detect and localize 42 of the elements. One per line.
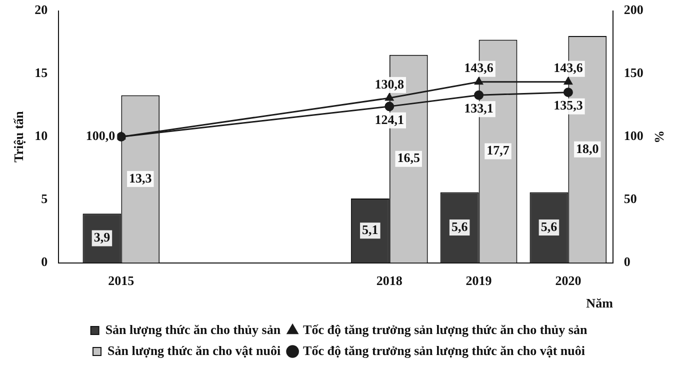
point	[384, 102, 394, 112]
y2-axis-title: %	[652, 130, 667, 144]
data-label: 143,6	[464, 60, 494, 76]
data-label: 17,7	[486, 142, 510, 158]
y-tick-label: 20	[34, 2, 48, 18]
data-label: 124,1	[374, 112, 404, 127]
y2-tick-label: 200	[624, 2, 644, 18]
data-label: 5,6	[451, 218, 468, 234]
y2-tick-label: 150	[624, 65, 644, 80]
data-label: 143,6	[554, 60, 584, 76]
data-label: 13,3	[129, 170, 152, 186]
y-axis-title: Triệu tấn	[11, 110, 26, 163]
data-label: 100,0	[86, 128, 116, 144]
x-axis-title: Năm	[586, 296, 614, 311]
x-tick-label: 2020	[555, 272, 582, 288]
data-label: 130,8	[374, 76, 405, 92]
data-label: 135,3	[554, 98, 584, 113]
legend-label: Sản lượng thức ăn cho vật nuôi	[107, 342, 281, 358]
y2-tick-label: 50	[624, 191, 637, 206]
y2-tick-label: 0	[624, 254, 630, 270]
x-tick-label: 2018	[376, 272, 403, 288]
data-label: 16,5	[397, 150, 420, 166]
point	[385, 93, 394, 101]
x-tick-label: 2019	[466, 272, 492, 288]
y-tick-label: 5	[41, 191, 48, 206]
legend-label: Tốc độ tăng trưởng sản lượng thức ăn cho thủy sản	[303, 322, 588, 337]
y-tick-label: 0	[41, 254, 48, 270]
data-label: 5,1	[362, 222, 378, 238]
y-tick-label: 15	[34, 65, 48, 80]
data-label: 3,9	[94, 230, 111, 245]
data-label: 5,6	[540, 218, 558, 234]
point	[474, 90, 484, 100]
point	[563, 88, 573, 98]
data-label: 18,0	[576, 140, 599, 156]
y2-tick-label: 100	[624, 128, 644, 144]
x-tick-label: 2015	[108, 272, 135, 288]
point	[564, 77, 572, 85]
legend-label: Tốc độ tăng trưởng sản lượng thức ăn cho vật nuôi	[303, 342, 586, 358]
legend-label: Sản lượng thức ăn cho thủy sản	[105, 322, 282, 337]
y-tick-label: 10	[34, 128, 48, 144]
data-label: 133,1	[464, 100, 494, 116]
point	[474, 77, 484, 85]
